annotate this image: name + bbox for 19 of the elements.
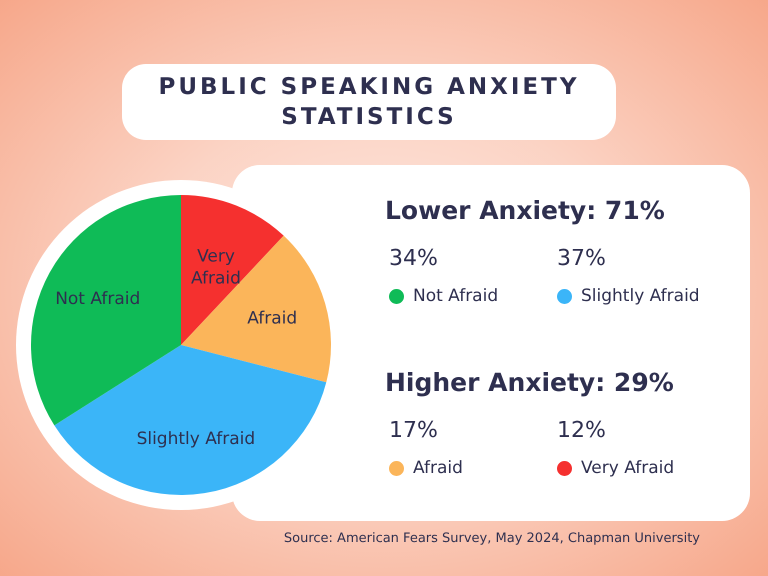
data-label: 34% [389, 246, 438, 271]
source-note: Source: American Fears Survey, May 2024, Chapman University [284, 531, 700, 546]
legend-label: Slightly Afraid [581, 286, 700, 306]
legend-label: Very Afraid [581, 458, 674, 478]
data-label: 37% [557, 246, 606, 271]
pie-slice [181, 236, 331, 382]
data-label: 17% [389, 418, 438, 443]
pie-slice [31, 195, 181, 426]
text: Lower Anxiety: 71% [385, 196, 665, 225]
data-label: 12% [557, 418, 606, 443]
slice-label: Afraid [247, 308, 298, 328]
pie-slice [54, 345, 326, 495]
legend-label: Afraid [413, 458, 463, 478]
slice-label: Very Afraid [191, 246, 241, 289]
chart-title: PUBLIC SPEAKING ANXIETY STATISTICS [122, 64, 616, 140]
slice-label: Slightly Afraid [136, 428, 256, 449]
text: Higher Anxiety: 29% [385, 368, 674, 397]
slice-label: Not Afraid [55, 289, 140, 310]
legend-label: Not Afraid [413, 286, 498, 306]
